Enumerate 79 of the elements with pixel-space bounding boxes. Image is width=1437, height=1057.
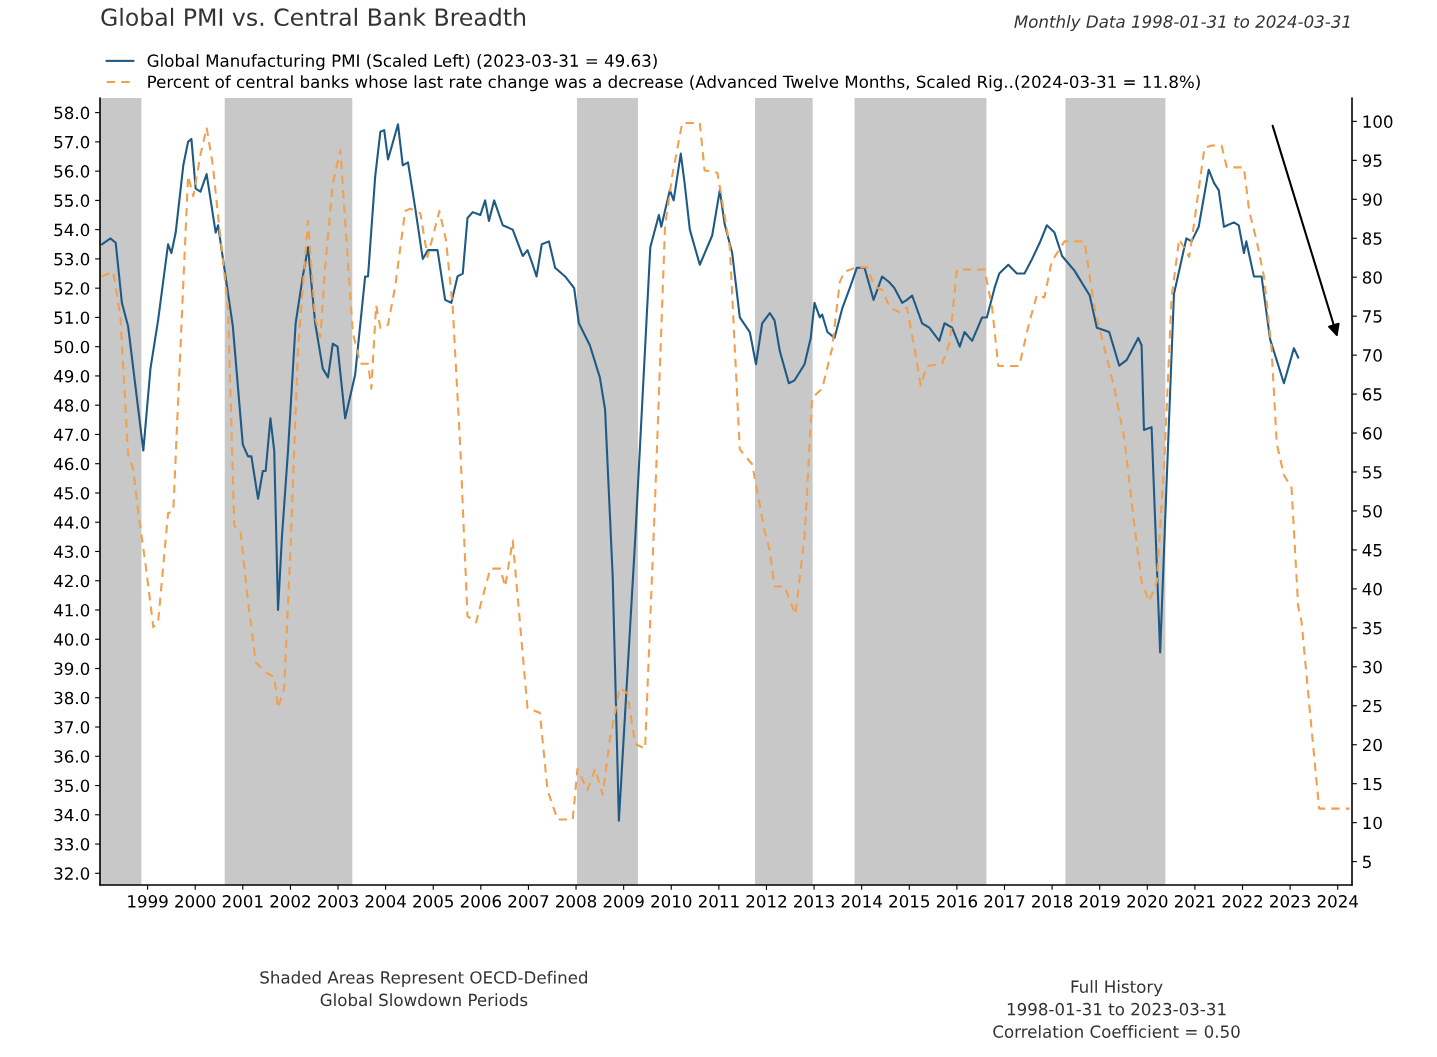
x-tick-label: 2006 bbox=[460, 895, 501, 908]
y2-tick-label: 85 bbox=[1362, 232, 1382, 245]
y-tick-label: 42.0 bbox=[53, 574, 90, 588]
y2-tick-label: 90 bbox=[1362, 193, 1382, 206]
x-tick-label: 2007 bbox=[508, 895, 549, 908]
y-tick-label: 58.0 bbox=[54, 106, 90, 120]
y-tick-label: 34.0 bbox=[54, 808, 90, 822]
y2-tick-label: 60 bbox=[1362, 427, 1382, 440]
x-tick-label: 2001 bbox=[222, 895, 263, 908]
y2-tick-label: 75 bbox=[1363, 310, 1382, 323]
chart-subtitle: Monthly Data 1998-01-31 to 2024-03-31 bbox=[1014, 14, 1350, 32]
x-tick-label: 2018 bbox=[1032, 895, 1073, 908]
x-tick-label: 2020 bbox=[1127, 895, 1168, 908]
y2-tick-label: 30 bbox=[1362, 660, 1382, 674]
y2-tick-label: 5 bbox=[1363, 855, 1371, 869]
x-tick-label: 2015 bbox=[889, 895, 930, 908]
y2-tick-label: 15 bbox=[1363, 777, 1382, 791]
y2-tick-label: 50 bbox=[1363, 504, 1382, 518]
y2-tick-label: 35 bbox=[1362, 621, 1382, 635]
y-tick-label: 32.0 bbox=[54, 867, 90, 880]
x-tick-label: 2013 bbox=[794, 895, 834, 908]
y2-tick-label: 70 bbox=[1363, 349, 1382, 362]
y2-tick-label: 65 bbox=[1362, 388, 1382, 401]
y-tick-label: 52.0 bbox=[54, 282, 90, 295]
x-tick-label: 2003 bbox=[318, 895, 358, 908]
y2-tick-label: 55 bbox=[1363, 466, 1382, 479]
y-tick-label: 53.0 bbox=[54, 252, 90, 266]
y-tick-label: 47.0 bbox=[53, 428, 90, 442]
y-tick-label: 35.0 bbox=[54, 779, 90, 793]
x-tick-label: 2002 bbox=[270, 895, 310, 908]
x-tick-label: 2023 bbox=[1270, 895, 1310, 908]
y2-tick-label: 10 bbox=[1363, 816, 1382, 830]
y-tick-label: 56.0 bbox=[54, 165, 90, 178]
x-tick-label: 2004 bbox=[365, 895, 406, 908]
x-tick-label: 2012 bbox=[746, 895, 786, 908]
x-tick-label: 2016 bbox=[936, 895, 978, 908]
x-tick-label: 2009 bbox=[603, 895, 644, 908]
y2-tick-label: 25 bbox=[1362, 699, 1382, 713]
x-tick-label: 2010 bbox=[651, 895, 692, 908]
x-tick-label: 2019 bbox=[1079, 895, 1120, 908]
x-tick-label: 1999 bbox=[128, 895, 168, 908]
y-tick-label: 48.0 bbox=[53, 399, 90, 412]
y-tick-label: 44.0 bbox=[53, 516, 90, 529]
y-tick-label: 41.0 bbox=[53, 603, 90, 617]
x-tick-label: 2022 bbox=[1222, 895, 1263, 908]
y-tick-label: 40.0 bbox=[53, 633, 90, 646]
y-tick-label: 33.0 bbox=[54, 838, 90, 851]
y-tick-label: 43.0 bbox=[53, 545, 90, 559]
text: Full History 1998-01-31 to 2023-03-31 Correlation Coefficient = 0.50 bbox=[993, 980, 1240, 1038]
y2-tick-label: 95 bbox=[1362, 154, 1382, 167]
x-tick-label: 2014 bbox=[841, 895, 882, 908]
y-tick-label: 37.0 bbox=[54, 720, 90, 734]
y-tick-label: 54.0 bbox=[54, 223, 90, 237]
text: Shaded Areas Represent OECD-Defined Global Slowdown Periods bbox=[260, 970, 588, 1007]
y2-tick-label: 80 bbox=[1362, 271, 1382, 284]
chart-title: Global PMI vs. Central Bank Breadth bbox=[101, 7, 526, 27]
y-tick-label: 57.0 bbox=[54, 135, 90, 149]
y-tick-label: 49.0 bbox=[53, 369, 90, 383]
x-tick-label: 2024 bbox=[1317, 895, 1358, 908]
legend-label: Global Manufacturing PMI (Scaled Left) (2023-03-31 = 49.63) bbox=[147, 54, 657, 71]
y-tick-label: 50.0 bbox=[54, 340, 90, 354]
x-tick-label: 2021 bbox=[1174, 895, 1215, 908]
y-tick-label: 45.0 bbox=[53, 486, 90, 500]
y-tick-label: 46.0 bbox=[53, 457, 90, 471]
y2-tick-label: 40 bbox=[1362, 582, 1382, 596]
y2-tick-label: 100 bbox=[1363, 115, 1393, 128]
y-tick-label: 36.0 bbox=[54, 750, 90, 763]
y-tick-label: 55.0 bbox=[54, 194, 90, 207]
x-tick-label: 2011 bbox=[698, 895, 739, 908]
y2-tick-label: 45 bbox=[1362, 544, 1382, 557]
y-tick-label: 38.0 bbox=[54, 691, 90, 705]
x-tick-label: 2017 bbox=[984, 895, 1025, 908]
x-tick-label: 2005 bbox=[413, 895, 453, 908]
x-tick-label: 2000 bbox=[175, 895, 216, 908]
x-tick-label: 2008 bbox=[556, 895, 597, 908]
y-tick-label: 51.0 bbox=[54, 311, 90, 324]
legend-label: Percent of central banks whose last rate change was a decrease (Advanced Twelve Months, Scaled Rig..(2024-03-31 = 11.8%) bbox=[148, 75, 1200, 92]
y2-tick-label: 20 bbox=[1362, 738, 1382, 752]
y-tick-label: 39.0 bbox=[54, 662, 90, 676]
